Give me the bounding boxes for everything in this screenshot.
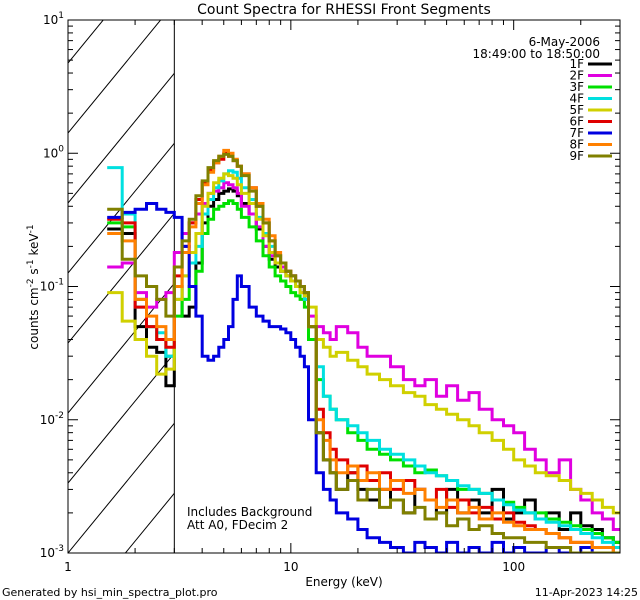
x-tick-label: 1	[64, 560, 72, 574]
legend-label-5F: 5F	[569, 103, 584, 117]
hatch-line	[68, 72, 175, 204]
legend-label-4F: 4F	[569, 92, 584, 106]
hatch-line	[68, 20, 104, 64]
hatch-line	[68, 422, 175, 553]
legend-time-range: 18:49:00 to 18:50:00	[473, 47, 600, 61]
y-tick-label: 10-3	[40, 544, 64, 560]
footer-generated-by: Generated by hsi_min_spectra_plot.pro	[2, 586, 218, 599]
legend-label-1F: 1F	[569, 57, 584, 71]
legend-label-6F: 6F	[569, 115, 584, 129]
y-tick-label: 10-2	[40, 411, 64, 427]
hatch-line	[124, 492, 175, 553]
legend-label-8F: 8F	[569, 138, 584, 152]
x-tick-label: 10	[283, 560, 298, 574]
plot-axes: 1 10 100 10-3 10-2 10-1 100 101	[40, 11, 621, 574]
legend-label-9F: 9F	[569, 149, 584, 163]
footer-timestamp: 11-Apr-2023 14:25	[535, 586, 638, 599]
x-tick-label: 100	[502, 560, 525, 574]
y-axis-label: counts cm-2 s-1 keV-1	[26, 224, 41, 349]
annotation-background: Includes Background	[187, 505, 312, 519]
series-line-9F	[107, 152, 620, 553]
y-tick-label: 100	[43, 144, 64, 160]
y-tick-label: 10-1	[40, 278, 64, 294]
series-line-3F	[107, 199, 620, 544]
y-tick-label: 101	[43, 11, 64, 27]
legend-date: 6-May-2006	[529, 35, 600, 49]
chart-title: Count Spectra for RHESSI Front Segments	[197, 2, 491, 18]
hatch-line	[68, 212, 175, 344]
hatch-line	[68, 20, 162, 134]
x-axis-label: Energy (keV)	[305, 575, 382, 589]
legend-label-7F: 7F	[569, 126, 584, 140]
legend-label-3F: 3F	[569, 80, 584, 94]
series-line-7F	[107, 202, 620, 553]
annotation-attenuator: Att A0, FDecim 2	[187, 518, 288, 532]
legend-label-2F: 2F	[569, 69, 584, 83]
